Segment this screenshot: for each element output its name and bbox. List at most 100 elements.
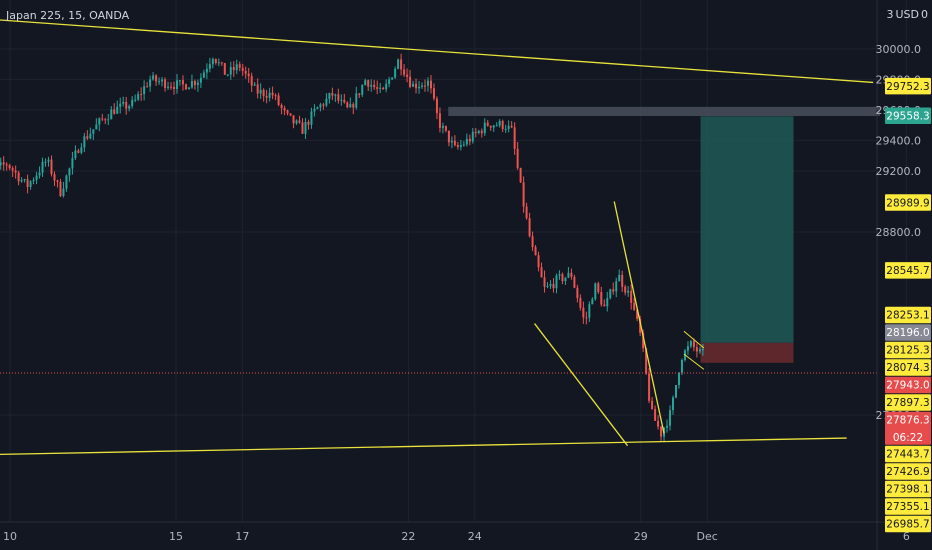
- x-tick-label: 24: [468, 530, 482, 543]
- candle-body: [178, 80, 181, 82]
- candle-body: [122, 101, 125, 104]
- candle-body: [588, 304, 591, 318]
- candle-body: [283, 108, 286, 111]
- candle-body: [74, 150, 77, 159]
- price-label: 27876.3: [886, 415, 929, 427]
- candle-body: [20, 180, 23, 182]
- candle-body: [570, 272, 573, 277]
- candle-body: [11, 168, 14, 171]
- candle-body: [86, 136, 89, 139]
- candle-body: [603, 304, 606, 307]
- candle-body: [522, 182, 525, 207]
- price-label: 28545.7: [886, 265, 929, 277]
- candle-body: [459, 145, 462, 147]
- trendline-upper-resistance[interactable]: [0, 18, 874, 84]
- candle-body: [543, 277, 546, 287]
- candle-body: [612, 289, 615, 292]
- candle-body: [453, 140, 456, 146]
- candle-body: [594, 283, 597, 300]
- candle-body: [107, 119, 110, 121]
- candle-body: [92, 129, 95, 134]
- candle-body: [319, 104, 322, 108]
- candle-body: [295, 120, 298, 124]
- candle-body: [113, 109, 116, 114]
- candle-body: [513, 127, 516, 149]
- candle-body: [89, 133, 92, 139]
- candle-body: [226, 74, 229, 76]
- candle-body: [555, 275, 558, 289]
- candle-body: [35, 175, 38, 180]
- candle-body: [400, 59, 403, 70]
- candle-body: [680, 360, 683, 373]
- price-label-box: [885, 107, 931, 125]
- price-label-box: [885, 262, 931, 279]
- candle-body: [262, 89, 265, 97]
- candle-body: [29, 181, 32, 188]
- candle-body: [95, 124, 98, 130]
- y-tick-label: 28800.0: [876, 226, 922, 239]
- candle-body: [429, 80, 432, 89]
- candle-body: [271, 92, 274, 96]
- candle-body: [444, 125, 447, 131]
- candle-body: [639, 318, 642, 333]
- flag-line[interactable]: [683, 330, 705, 349]
- trendline-lower-support[interactable]: [0, 437, 847, 456]
- candle-body: [217, 62, 220, 64]
- candle-body: [657, 420, 660, 427]
- candle-body: [5, 164, 8, 166]
- candle-body: [259, 89, 262, 94]
- price-label: 27443.7: [886, 449, 929, 461]
- candle-body: [642, 332, 645, 349]
- candle-body: [220, 62, 223, 64]
- candle-body: [615, 281, 618, 292]
- price-label-box: [885, 376, 931, 394]
- candle-body: [289, 113, 292, 116]
- candle-body: [116, 106, 119, 114]
- candle-body: [149, 79, 152, 87]
- candle-body: [516, 148, 519, 168]
- price-label: 28253.1: [886, 310, 929, 322]
- candle-body: [238, 64, 241, 68]
- candle-body: [669, 410, 672, 426]
- symbol-legend[interactable]: Japan 225, 15, OANDA: [6, 9, 129, 22]
- candle-body: [128, 106, 131, 109]
- candle-body: [585, 317, 588, 319]
- price-label: 28989.9: [886, 197, 929, 209]
- trendline-wedge-upper[interactable]: [613, 201, 665, 434]
- flag-line[interactable]: [683, 353, 705, 370]
- candle-body: [316, 107, 319, 109]
- candle-body: [205, 68, 208, 73]
- candle-body: [648, 373, 651, 401]
- candle-body: [546, 285, 549, 287]
- price-label: 28196.0: [886, 327, 929, 339]
- candle-body: [609, 289, 612, 299]
- candle-body: [47, 159, 50, 162]
- candle-body: [143, 86, 146, 95]
- candle-body: [561, 274, 564, 282]
- currency-selector[interactable]: 3 USD 0: [886, 8, 928, 21]
- candle-body: [698, 349, 701, 352]
- candle-body: [250, 76, 253, 86]
- price-label-box: [885, 341, 931, 359]
- candle-body: [32, 179, 35, 182]
- candle-body: [549, 284, 552, 286]
- candle-body: [202, 72, 205, 78]
- price-label: 27943.0: [886, 380, 929, 392]
- candle-body: [137, 94, 140, 100]
- candle-body: [504, 128, 507, 130]
- candle-body: [412, 83, 415, 87]
- candle-body: [519, 167, 522, 183]
- candle-body: [211, 58, 214, 65]
- stop-zone: [700, 342, 794, 363]
- price-label-box: [885, 324, 931, 341]
- price-label-box: [885, 359, 931, 376]
- candle-body: [307, 121, 310, 125]
- candle-body: [552, 284, 555, 289]
- target-zone: [700, 116, 794, 343]
- candle-body: [618, 274, 621, 282]
- x-tick-label: 15: [169, 530, 183, 543]
- candle-body: [173, 86, 176, 89]
- candle-body: [666, 425, 669, 428]
- trendline-wedge-lower[interactable]: [534, 323, 629, 447]
